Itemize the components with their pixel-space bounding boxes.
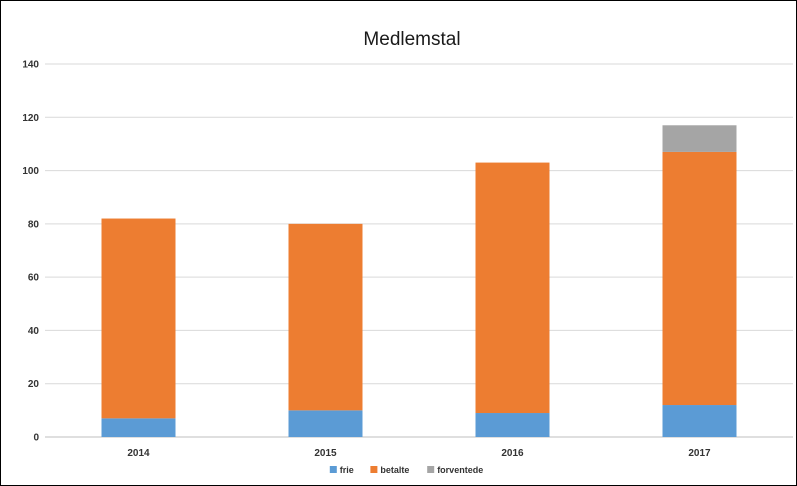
legend-swatch-frie [329, 466, 337, 473]
y-tick-label: 140 [22, 60, 39, 71]
bar-betalte-2017 [662, 151, 737, 406]
bar-frie-2014 [101, 418, 176, 437]
chart-title: Medlemstal [363, 29, 460, 50]
bar-frie-2015 [288, 410, 363, 437]
y-axis-tick-labels: 0 20 40 60 80 100 120 140 [22, 60, 39, 444]
legend-swatch-forventede [427, 466, 435, 473]
bar-forventede-2017 [662, 125, 737, 152]
y-tick-label: 120 [22, 113, 39, 124]
x-tick-label: 2015 [314, 448, 337, 459]
bar-betalte-2014 [101, 218, 176, 419]
x-axis-tick-labels: 2014 2015 2016 2017 [127, 448, 711, 459]
legend-swatch-betalte [370, 466, 378, 473]
y-tick-label: 0 [33, 433, 39, 444]
bar-frie-2017 [662, 405, 737, 437]
legend: frie betalte forventede [329, 465, 483, 475]
y-tick-label: 60 [28, 273, 40, 284]
legend-label-betalte: betalte [380, 465, 409, 475]
bar-frie-2016 [475, 413, 550, 437]
legend-label-forventede: forventede [437, 465, 483, 475]
bar-betalte-2015 [288, 223, 363, 411]
y-tick-label: 40 [28, 326, 40, 337]
bar-betalte-2016 [475, 162, 550, 414]
bars [101, 125, 737, 437]
y-tick-label: 100 [22, 166, 39, 177]
x-tick-label: 2016 [501, 448, 524, 459]
x-tick-label: 2014 [127, 448, 150, 459]
legend-label-frie: frie [340, 465, 354, 475]
x-tick-label: 2017 [688, 448, 711, 459]
y-tick-label: 80 [28, 219, 40, 230]
y-tick-label: 20 [28, 379, 40, 390]
